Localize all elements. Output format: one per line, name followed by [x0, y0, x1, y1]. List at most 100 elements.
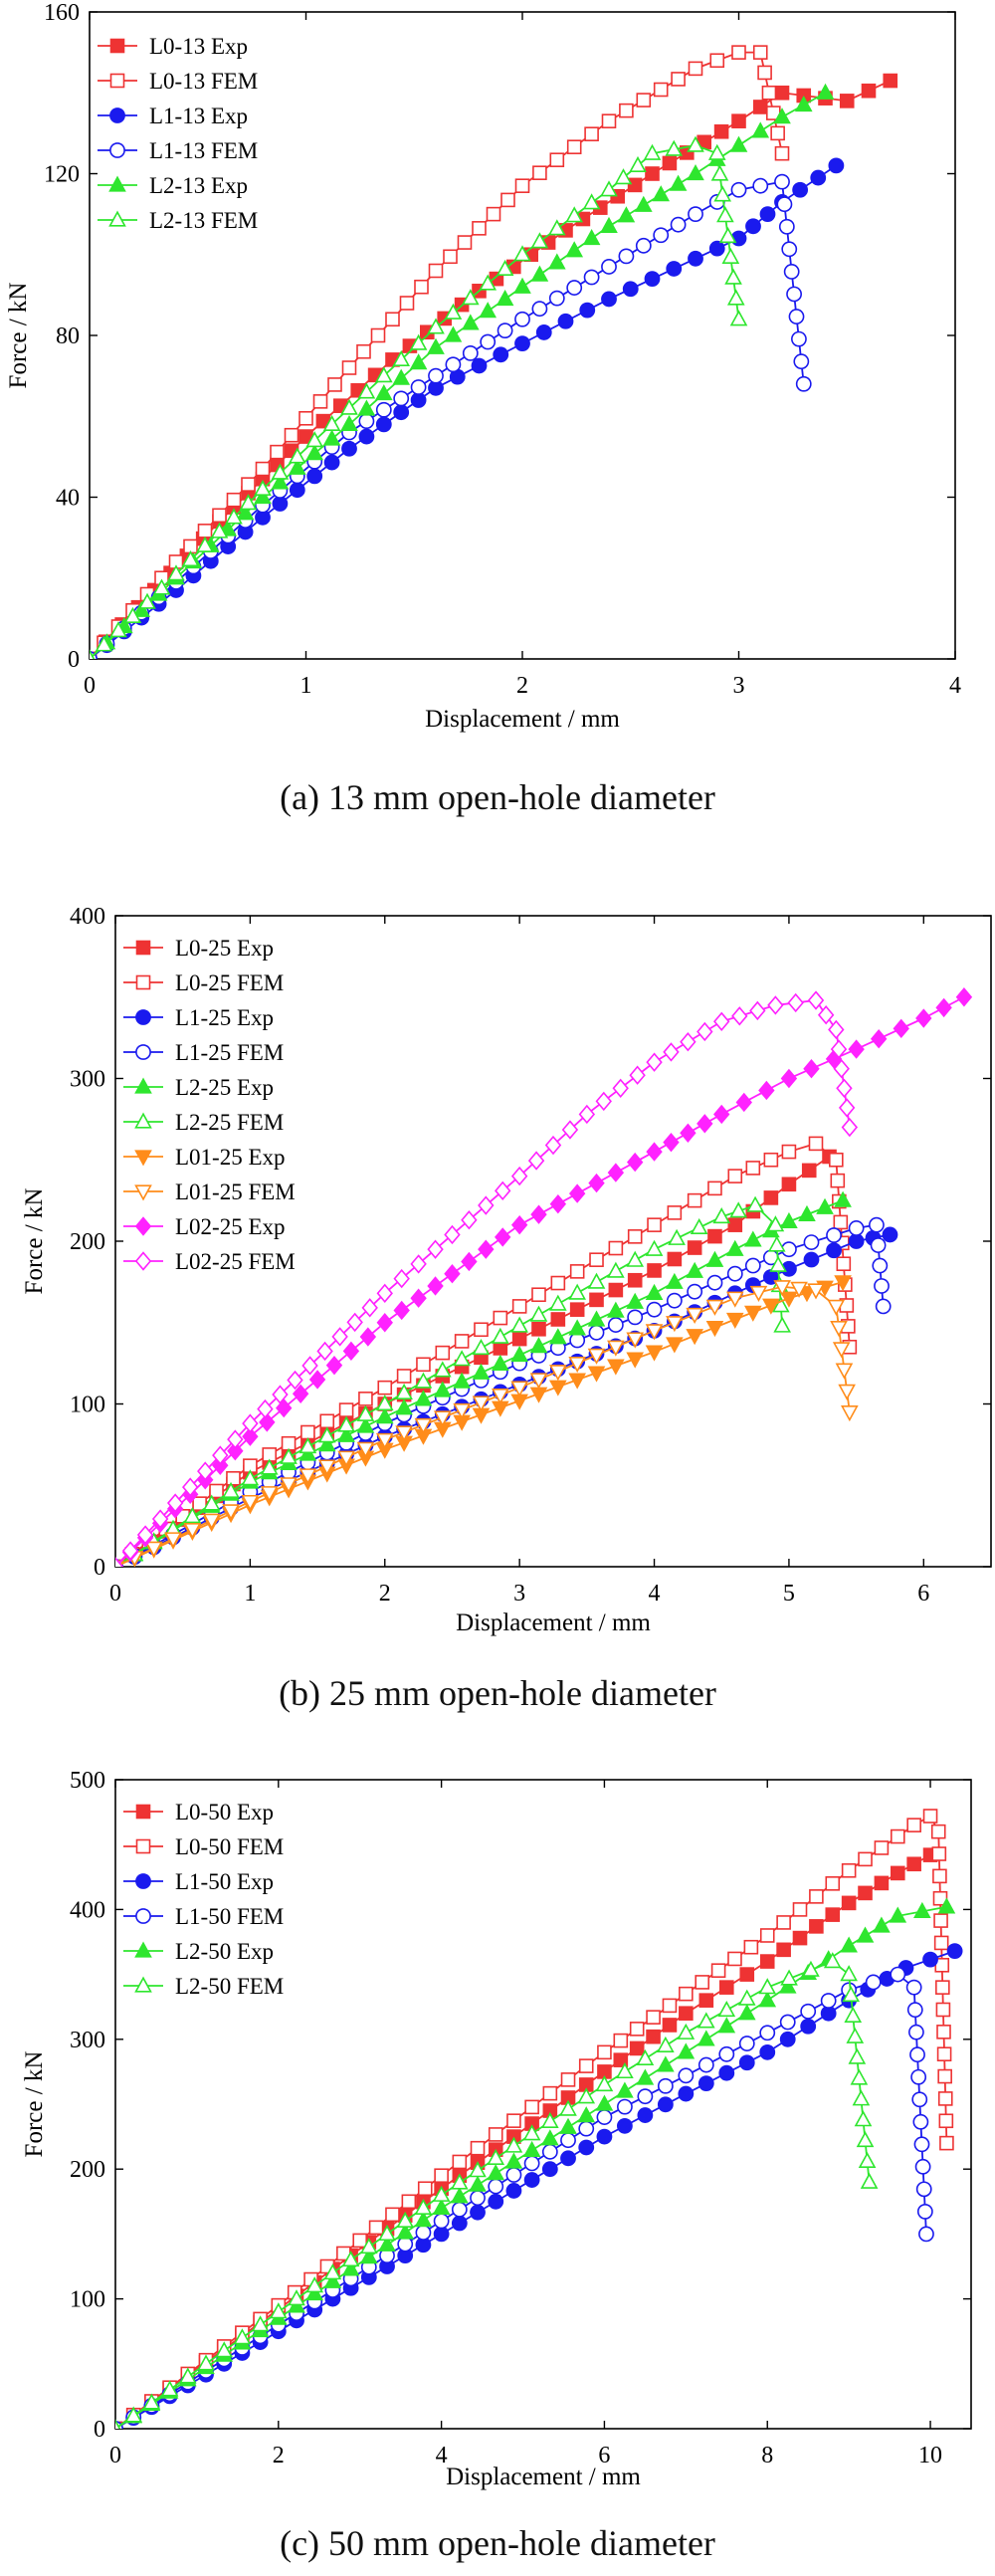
data-point — [627, 1309, 644, 1326]
legend-label: L1-13 Exp — [149, 104, 248, 128]
data-point — [738, 2054, 755, 2071]
data-point — [271, 463, 290, 480]
data-point — [608, 1240, 624, 1256]
x-tick-label: 4 — [649, 1581, 661, 1607]
data-point — [340, 398, 358, 415]
data-point — [323, 454, 340, 471]
data-point — [322, 414, 341, 432]
data-point — [305, 444, 324, 461]
data-point — [399, 296, 415, 311]
data-point — [257, 1398, 274, 1419]
data-point — [453, 1402, 471, 1420]
data-point — [786, 286, 802, 303]
chart-b: 0 1 2 3 4 5 6 0 100 200 300 400 Displacement / mm For… — [21, 904, 992, 1636]
data-point — [410, 379, 427, 395]
data-point — [686, 1329, 703, 1346]
data-point — [461, 1210, 478, 1230]
legend-marker — [135, 940, 151, 956]
data-point — [773, 107, 791, 124]
data-point — [241, 1469, 260, 1486]
data-point — [751, 121, 770, 138]
y-tick-label: 200 — [70, 2157, 105, 2183]
data-point — [882, 1226, 898, 1243]
data-point — [359, 2237, 378, 2254]
data-point — [450, 2187, 469, 2204]
data-point — [504, 2152, 523, 2169]
data-point — [646, 1301, 663, 1318]
data-point — [486, 206, 501, 222]
data-point — [385, 2207, 400, 2223]
data-point — [771, 1296, 790, 1313]
data-point — [669, 174, 688, 191]
y-tick-label: 400 — [70, 1897, 105, 1923]
data-point — [773, 1316, 791, 1333]
data-point — [783, 264, 800, 280]
legend-label: L01-25 FEM — [175, 1180, 296, 1204]
data-point — [474, 1322, 489, 1338]
data-point — [596, 2128, 613, 2145]
data-point — [323, 2271, 342, 2288]
data-point — [913, 2136, 930, 2153]
data-point — [288, 447, 306, 464]
data-point — [936, 2025, 951, 2039]
data-point — [395, 1425, 413, 1442]
data-point — [166, 1493, 184, 1513]
data-point — [721, 247, 740, 264]
data-point — [478, 1239, 495, 1259]
data-point — [780, 1291, 798, 1308]
data-point — [305, 2276, 324, 2293]
data-point — [705, 1321, 724, 1338]
data-point — [259, 1412, 276, 1432]
data-point — [731, 1006, 748, 1026]
data-point — [687, 164, 704, 181]
data-point — [834, 1275, 852, 1292]
data-point — [776, 1915, 791, 1930]
data-point — [890, 1865, 905, 1881]
data-point — [445, 356, 462, 373]
data-point — [527, 1151, 545, 1171]
data-point — [635, 237, 652, 254]
data-point — [696, 2012, 715, 2029]
data-point — [823, 1952, 842, 1969]
data-point — [589, 1252, 604, 1267]
legend-label: L0-13 Exp — [149, 34, 248, 59]
data-point — [666, 1337, 684, 1354]
data-point — [809, 1889, 824, 1904]
data-point — [939, 2135, 954, 2151]
data-point — [487, 2164, 505, 2181]
data-point — [869, 1216, 885, 1233]
data-point — [712, 1207, 731, 1224]
legend-marker — [134, 1216, 152, 1236]
data-point — [798, 1204, 816, 1221]
data-point — [726, 1265, 743, 1282]
data-point — [743, 1939, 759, 1955]
data-point — [792, 1902, 808, 1917]
series-l02-25-exp — [115, 987, 973, 1567]
legend-label: L0-13 FEM — [149, 69, 258, 94]
data-point — [836, 1256, 852, 1272]
data-point — [272, 496, 289, 512]
data-point — [739, 1967, 755, 1982]
data-point — [830, 1039, 848, 1059]
data-point — [121, 1541, 139, 1561]
data-point — [432, 2198, 451, 2215]
data-point — [801, 1163, 817, 1179]
data-point — [627, 177, 643, 193]
data-point — [414, 1417, 433, 1434]
legend-marker — [135, 1873, 151, 1889]
data-point — [713, 185, 732, 202]
data-point — [840, 1965, 858, 1982]
x-tick-label: 2 — [516, 673, 528, 699]
data-point — [737, 1989, 756, 2006]
data-point — [312, 394, 328, 409]
data-point — [395, 1398, 413, 1415]
y-tick-label: 100 — [70, 1393, 105, 1418]
x-tick-label: 3 — [513, 1581, 525, 1607]
data-point — [759, 2043, 776, 2060]
data-point — [152, 578, 171, 595]
y-tick-label: 120 — [44, 162, 80, 188]
data-point — [378, 2235, 396, 2252]
series-l01-25-fem — [115, 1280, 859, 1567]
data-point — [462, 344, 479, 361]
data-point — [414, 279, 429, 295]
